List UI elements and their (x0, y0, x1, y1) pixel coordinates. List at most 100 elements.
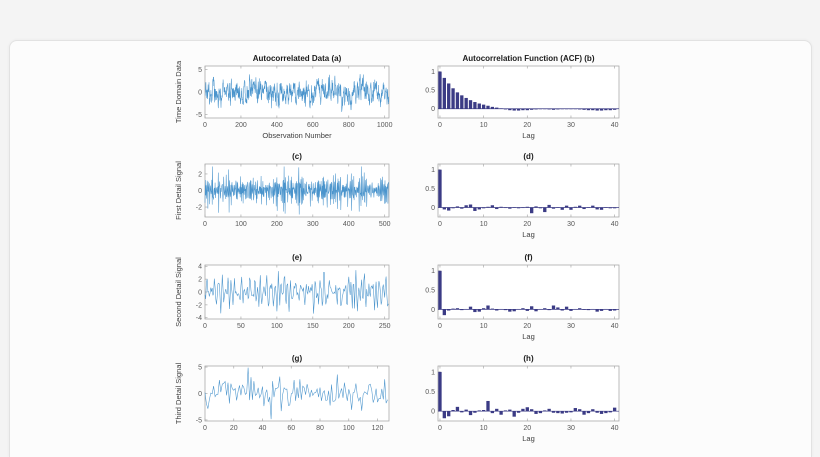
acf-bar (525, 206, 529, 208)
x-tick-label: 20 (230, 425, 238, 432)
acf-bar (468, 306, 473, 310)
x-tick-label: 20 (523, 425, 531, 432)
plot-title: Autocorrelated Data (a) (253, 54, 342, 63)
acf-bar (508, 409, 512, 412)
acf-bar (578, 308, 582, 310)
acf-bar (468, 411, 473, 416)
acf-bar (460, 309, 464, 311)
acf-bar (547, 408, 551, 412)
x-tick-label: 120 (372, 425, 384, 432)
y-tick-label: 0 (431, 307, 435, 314)
signal-line (204, 166, 389, 215)
subplot-b: Autocorrelation Function (ACF) (b)0 10 20 3… (425, 54, 620, 140)
acf-bar (538, 207, 543, 209)
signal-line (204, 270, 389, 314)
acf-bar (595, 309, 599, 312)
acf-bar (490, 308, 495, 310)
acf-bar (608, 207, 612, 209)
x-tick-label: 10 (480, 221, 488, 228)
x-tick-label: 10 (480, 425, 488, 432)
y-axis-label: Third Detail Signal (174, 363, 183, 425)
plot-title: (c) (292, 152, 302, 161)
acf-bar (481, 308, 486, 310)
acf-bar (495, 408, 499, 412)
x-tick-label: 40 (259, 425, 267, 432)
x-tick-label: 0 (438, 221, 442, 228)
acf-bar (543, 207, 547, 213)
y-tick-label: 0 (198, 188, 202, 195)
acf-bar (455, 406, 460, 412)
subplot-f: (f) 0 10 20 30 40 1 0.5 0 Lag (425, 253, 620, 341)
plot-box (437, 365, 620, 422)
acf-bar (438, 270, 442, 310)
acf-bar (481, 104, 486, 109)
acf-bar (525, 407, 529, 412)
x-tick-label: 0 (438, 425, 442, 432)
y-tick-label: -5 (196, 112, 202, 119)
acf-bar (499, 206, 503, 208)
acf-bar (477, 207, 481, 210)
x-tick-label: 30 (567, 122, 575, 129)
subplot-c: (c) 0 100 200 300 400 500 2 0 -2 First Detail Sign… (174, 152, 391, 228)
acf-bar (451, 410, 455, 412)
acf-bar (486, 206, 490, 208)
acf-bar (464, 205, 468, 208)
acf-bar (608, 309, 612, 311)
plot-box (437, 163, 620, 218)
plot-title: (e) (292, 253, 302, 262)
x-tick-label: 600 (307, 122, 319, 129)
y-tick-label: 5 (198, 67, 202, 74)
x-tick-label: 150 (307, 323, 319, 330)
acf-bar (460, 411, 464, 413)
acf-bar (547, 309, 551, 311)
acf-bar (569, 309, 573, 311)
x-tick-label: 40 (611, 323, 619, 330)
y-tick-label: 1 (431, 167, 435, 174)
acf-bar (604, 108, 608, 111)
acf-bar (438, 169, 442, 208)
acf-bar (573, 206, 577, 208)
acf-bar (516, 108, 521, 111)
y-tick-label: 5 (198, 364, 202, 371)
acf-bar (512, 411, 516, 417)
x-tick-label: 500 (379, 221, 391, 228)
plot-title: (g) (292, 354, 303, 363)
plot-box (204, 365, 390, 422)
x-tick-label: 20 (523, 221, 531, 228)
y-axis-label: Second Detail Signal (174, 257, 183, 327)
y-tick-label: 2 (198, 171, 202, 178)
acf-bar (551, 305, 556, 310)
acf-bar (569, 207, 573, 210)
plot-title: (d) (523, 152, 534, 161)
subplot-d: (d) 0 10 20 30 40 1 0.5 0 Lag (425, 152, 620, 239)
acf-bar (508, 309, 512, 312)
x-tick-label: 80 (316, 425, 324, 432)
acf-bar (486, 305, 490, 310)
acf-bar (564, 411, 569, 413)
acf-bars (438, 270, 617, 316)
acf-bar (447, 207, 451, 211)
acf-bar (551, 411, 556, 413)
acf-bar (612, 407, 617, 412)
x-axis-label: Lag (522, 230, 535, 239)
acf-bar (560, 207, 564, 210)
acf-bar (586, 108, 591, 111)
acf-bar (508, 108, 512, 111)
acf-bar (525, 309, 529, 311)
acf-bar (534, 108, 538, 110)
signal-line (204, 74, 390, 112)
signal-line (204, 367, 388, 420)
acf-bar (460, 95, 464, 109)
acf-bar (468, 204, 473, 208)
acf-bar (599, 411, 604, 414)
x-tick-label: 800 (343, 122, 355, 129)
acf-bar (530, 306, 534, 310)
x-tick-label: 400 (271, 122, 283, 129)
acf-bar (460, 207, 464, 209)
acf-bar (547, 204, 551, 208)
x-tick-label: 20 (523, 122, 531, 129)
acf-bar (481, 410, 486, 412)
y-tick-label: 1 (431, 268, 435, 275)
